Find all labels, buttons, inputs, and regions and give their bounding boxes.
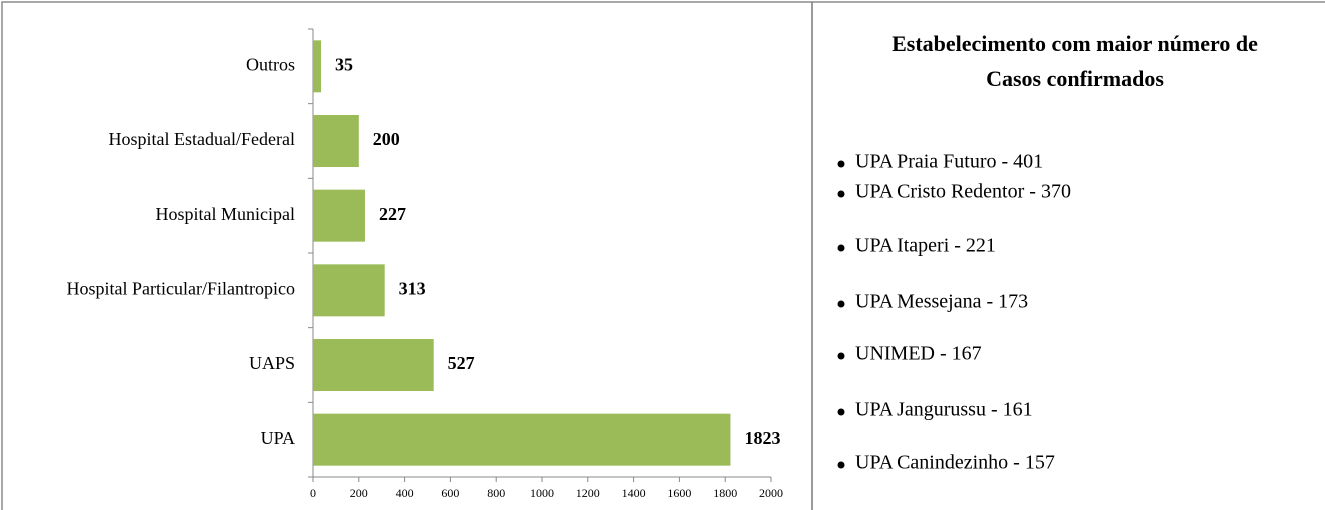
panel-title: Estabelecimento com maior número de: [892, 31, 1258, 56]
x-tick-label: 1000: [530, 486, 554, 500]
data-label: 527: [448, 353, 475, 373]
data-label: 35: [335, 54, 353, 74]
panel-frame: [811, 1, 1325, 510]
list-item: UPA Praia Futuro - 401: [855, 151, 1043, 173]
y-tick-label: UAPS: [249, 353, 295, 373]
y-tick-label: Hospital Municipal: [156, 204, 295, 224]
panel-title: Casos confirmados: [986, 66, 1164, 91]
x-tick-label: 1800: [713, 486, 737, 500]
bullet: [837, 244, 845, 252]
y-tick-label: Hospital Particular/Filantropico: [67, 278, 295, 298]
bar: [313, 339, 434, 391]
list-item: UPA Itaperi - 221: [855, 235, 996, 257]
x-tick-label: 2000: [759, 486, 783, 500]
y-tick-label: UPA: [261, 428, 295, 448]
bullet: [837, 352, 845, 360]
data-label: 1823: [744, 428, 780, 448]
data-label: 227: [379, 204, 406, 224]
bullet: [837, 461, 845, 469]
list-item: UPA Cristo Redentor - 370: [855, 181, 1071, 203]
data-label: 313: [399, 278, 426, 298]
x-tick-label: 1200: [576, 486, 600, 500]
x-tick-label: 400: [396, 486, 414, 500]
x-tick-label: 800: [487, 486, 505, 500]
list-item: UPA Canindezinho - 157: [855, 452, 1055, 474]
bar: [313, 413, 731, 466]
bullet: [837, 160, 845, 168]
list-item: UPA Jangurussu - 161: [855, 399, 1033, 421]
x-tick-label: 200: [350, 486, 368, 500]
bar: [313, 40, 322, 93]
bullet: [837, 300, 845, 308]
bar: [313, 189, 365, 242]
bar: [313, 115, 359, 167]
y-tick-label: Hospital Estadual/Federal: [109, 129, 295, 149]
y-tick-label: Outros: [246, 54, 295, 74]
bullet: [837, 190, 845, 198]
x-tick-label: 0: [310, 486, 316, 500]
data-label: 200: [373, 129, 400, 149]
bar: [313, 264, 385, 317]
list-item: UNIMED - 167: [855, 343, 982, 365]
x-tick-label: 1400: [622, 486, 646, 500]
x-tick-label: 1600: [667, 486, 691, 500]
list-item: UPA Messejana - 173: [855, 291, 1028, 313]
x-tick-label: 600: [441, 486, 459, 500]
bullet: [837, 408, 845, 416]
